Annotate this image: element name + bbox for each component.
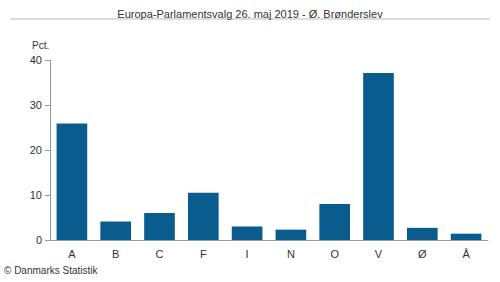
svg-text:N: N [287,248,295,260]
svg-text:V: V [375,248,383,260]
svg-text:10: 10 [30,189,42,201]
svg-text:B: B [112,248,119,260]
svg-text:C: C [156,248,164,260]
svg-text:Europa-Parlamentsvalg 26. maj: Europa-Parlamentsvalg 26. maj 2019 - Ø. … [117,8,383,20]
svg-text:O: O [330,248,339,260]
svg-text:20: 20 [30,144,42,156]
svg-text:A: A [68,248,76,260]
svg-text:I: I [246,248,249,260]
svg-text:0: 0 [36,234,42,246]
svg-text:© Danmarks Statistik: © Danmarks Statistik [4,265,99,276]
svg-text:Pct.: Pct. [32,40,49,51]
svg-text:30: 30 [30,99,42,111]
svg-text:40: 40 [30,54,42,66]
svg-text:F: F [200,248,207,260]
svg-text:Å: Å [462,248,470,260]
svg-text:Ø: Ø [418,248,427,260]
